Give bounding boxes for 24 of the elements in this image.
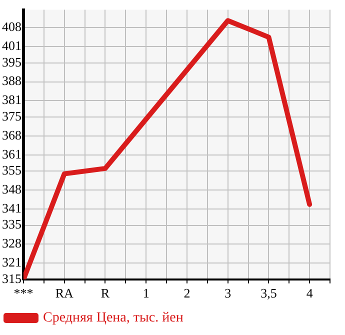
y-tick-label: 408 [2, 19, 22, 34]
y-tick-label: 401 [2, 38, 22, 54]
x-tick-label: 2 [184, 286, 190, 301]
legend-label: Средняя Цена, тыс. йен [43, 310, 184, 326]
y-tick-label: 335 [2, 216, 22, 232]
x-tick-label: *** [14, 286, 34, 301]
y-tick-label: 388 [2, 73, 22, 88]
y-tick-label: 395 [2, 54, 22, 70]
y-tick-label: 315 [2, 270, 22, 286]
x-tick-label: R [100, 286, 110, 301]
y-tick-label: 375 [2, 108, 22, 124]
x-tick-label: 4 [306, 286, 314, 301]
y-tick-label: 381 [2, 92, 22, 108]
y-tick-label: 321 [2, 254, 22, 270]
x-tick-label: RA [55, 286, 74, 301]
x-tick-label: 1 [142, 286, 150, 301]
x-tick-label: 3,5 [260, 286, 277, 301]
y-tick-label: 368 [2, 127, 22, 142]
y-tick-label: 361 [2, 146, 22, 162]
y-tick-label: 355 [2, 162, 22, 178]
y-tick-label: 328 [2, 236, 22, 251]
y-tick-label: 341 [2, 200, 22, 216]
y-tick-label: 348 [2, 181, 22, 196]
x-tick-label: 3 [224, 286, 232, 301]
